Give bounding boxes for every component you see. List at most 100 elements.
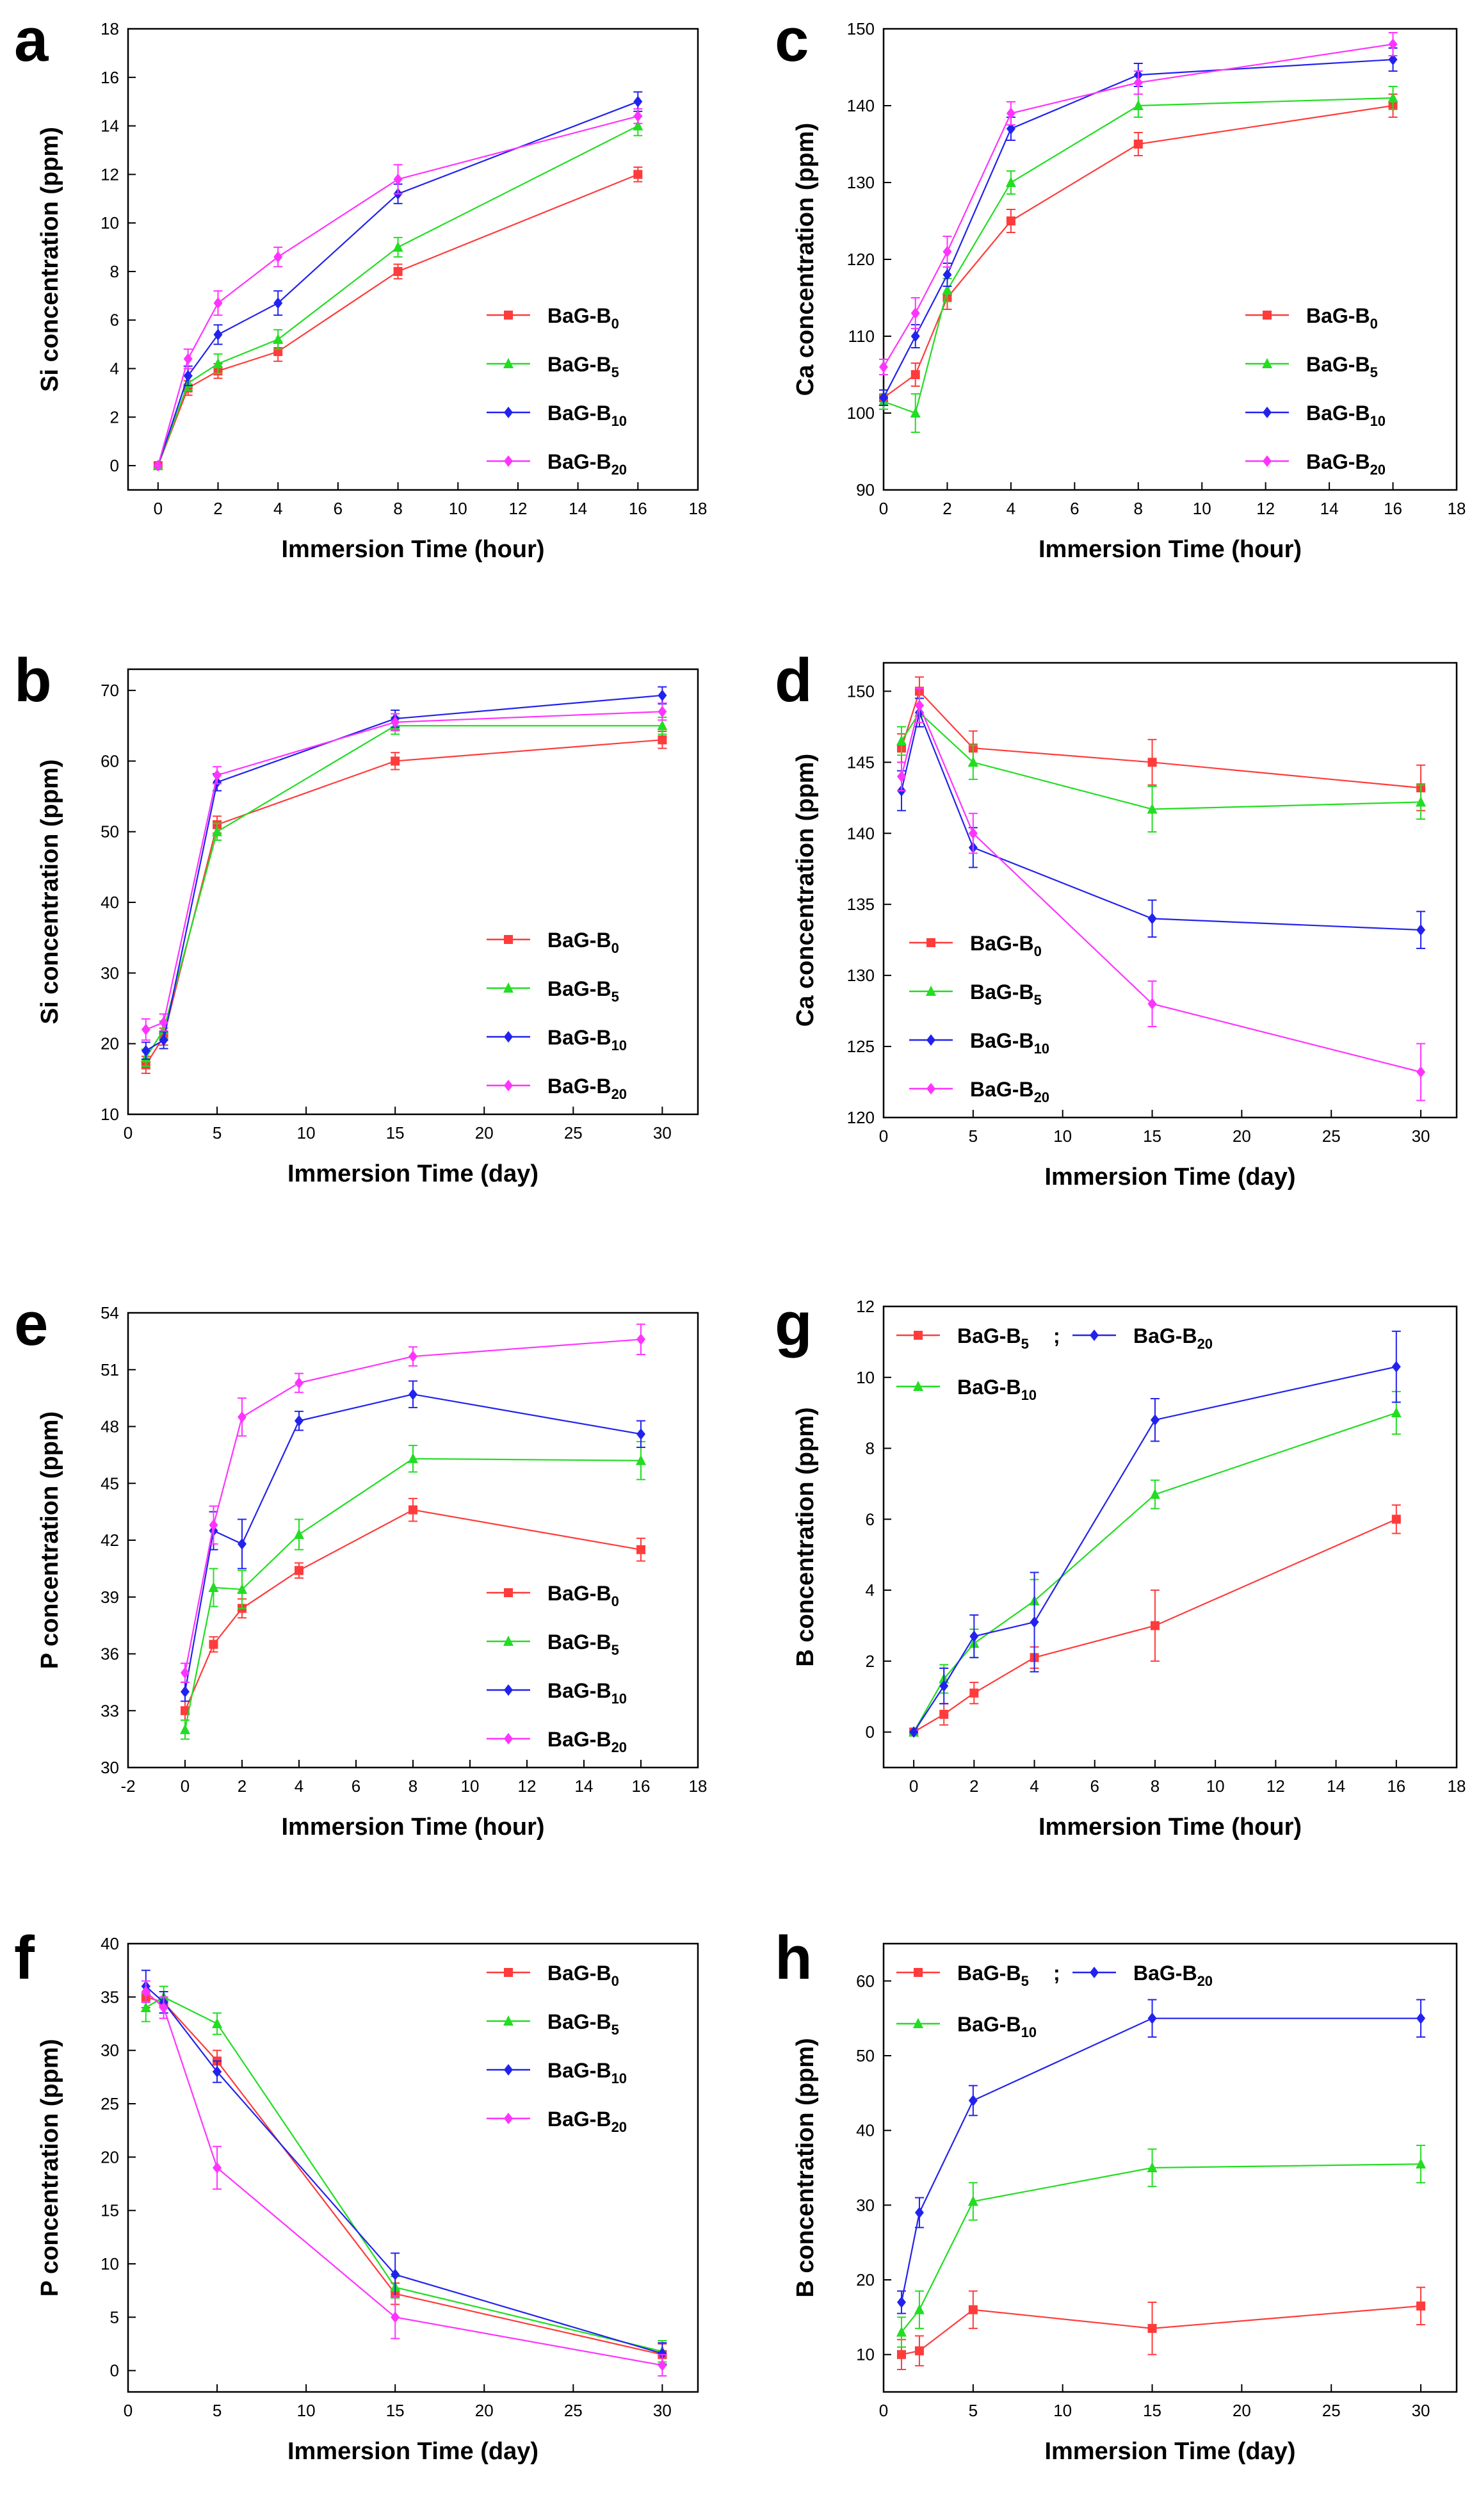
data-point (213, 2066, 222, 2077)
y-axis-title: B concentration (ppm) (792, 2038, 819, 2297)
data-point (658, 706, 667, 718)
y-tick-label: 45 (101, 1474, 119, 1493)
x-tick-label: 20 (1233, 1126, 1251, 1146)
legend-name: BaG-B (547, 977, 611, 1000)
legend-label: BaG-B10 (957, 2013, 1037, 2040)
data-point (209, 1519, 218, 1531)
x-tick-label: 5 (969, 1126, 978, 1146)
data-point (910, 330, 920, 342)
data-point (181, 1706, 190, 1716)
y-tick-label: 10 (101, 213, 119, 232)
legend-swatch-marker (504, 2113, 513, 2124)
legend-swatch-marker (504, 311, 513, 320)
legend-swatch-marker (504, 407, 513, 418)
x-tick-label: 0 (124, 2401, 133, 2420)
legend-name: BaG-B (547, 929, 611, 952)
series-line (883, 104, 1393, 398)
series-line (157, 174, 638, 466)
legend-swatch-marker (1263, 407, 1272, 418)
y-tick-label: 42 (101, 1531, 119, 1550)
data-point (942, 284, 953, 295)
data-point (238, 1411, 247, 1423)
legend-label: BaG-B0 (547, 304, 619, 332)
data-point (392, 241, 403, 252)
legend-name: BaG-B (957, 1962, 1021, 1985)
legend-subscript: 20 (1370, 462, 1386, 478)
legend-name: BaG-B (547, 450, 611, 473)
y-tick-label: 12 (856, 1297, 875, 1316)
legend-subscript: 10 (611, 2070, 627, 2086)
x-tick-label: 10 (449, 499, 467, 518)
data-point (1030, 1616, 1039, 1628)
series-line (900, 690, 1421, 789)
x-tick-label: 5 (213, 1123, 222, 1142)
series-bag-b20 (896, 687, 1426, 1101)
y-tick-label: 48 (101, 1417, 119, 1436)
y-tick-label: 20 (856, 2270, 875, 2289)
series-line (900, 2017, 1421, 2303)
legend-subscript: 0 (1370, 316, 1378, 332)
data-point (636, 1454, 646, 1465)
plot-frame (882, 662, 1458, 1119)
legend-subscript: 5 (1021, 1973, 1029, 1989)
data-point (914, 2304, 925, 2314)
x-tick-label: 0 (879, 2401, 888, 2420)
data-point (159, 1034, 168, 1046)
data-point (181, 1686, 190, 1698)
data-point (896, 735, 907, 746)
x-tick-label: 0 (154, 499, 163, 518)
data-point (1391, 1361, 1401, 1373)
series-line (184, 1509, 642, 1711)
data-point (1147, 913, 1157, 925)
y-tick-label: 60 (101, 751, 119, 770)
x-tick-label: 0 (181, 1776, 190, 1796)
series-bag-b0 (141, 1985, 667, 2366)
legend-name: BaG-B (957, 1324, 1021, 1347)
legend-label: BaG-B10 (1306, 402, 1386, 429)
y-tick-label: 14 (101, 117, 119, 136)
legend-label: BaG-B5 (547, 2010, 619, 2038)
x-axis-title: Immersion Time (hour) (1039, 1814, 1302, 1841)
x-tick-label: 15 (1143, 2401, 1161, 2420)
legend-label: BaG-B10 (547, 1679, 627, 1707)
y-tick-label: 40 (101, 893, 119, 912)
series-line (145, 1991, 663, 2366)
legend-swatch-marker (504, 935, 513, 944)
y-tick-label: 130 (847, 173, 875, 192)
legend-label: BaG-B0 (1306, 304, 1378, 332)
legend-label: BaG-B5 (547, 1630, 619, 1658)
y-axis-title: B concentration (ppm) (792, 1407, 819, 1666)
legend-name: BaG-B (547, 1630, 611, 1654)
data-point (636, 1428, 645, 1440)
data-point (1005, 177, 1016, 187)
series-line (157, 125, 638, 466)
data-point (910, 407, 921, 418)
data-point (1133, 140, 1143, 149)
y-tick-label: 0 (110, 2361, 119, 2380)
x-axis-title: Immersion Time (day) (287, 1160, 538, 1187)
series-bag-b0 (181, 1497, 645, 1721)
legend-name: BaG-B (1133, 1324, 1197, 1347)
data-point (1416, 2301, 1426, 2311)
series-line (900, 710, 1421, 931)
series-line (184, 1394, 642, 1692)
data-point (1391, 1407, 1402, 1418)
series-line (901, 2305, 1421, 2355)
y-tick-label: 0 (866, 1723, 875, 1742)
data-point (969, 1630, 979, 1643)
legend-name: BaG-B (547, 1075, 611, 1098)
x-tick-label: 16 (1387, 1776, 1405, 1796)
data-point (153, 460, 163, 472)
legend-subscript: 20 (1034, 1089, 1049, 1105)
legend-subscript: 0 (611, 1593, 619, 1609)
data-point (408, 1388, 417, 1401)
data-point (967, 2195, 978, 2206)
data-point (393, 173, 403, 185)
data-point (1416, 796, 1427, 807)
x-tick-label: 12 (518, 1776, 537, 1796)
plot-frame (127, 1942, 699, 2393)
y-tick-label: 35 (101, 1987, 119, 2006)
